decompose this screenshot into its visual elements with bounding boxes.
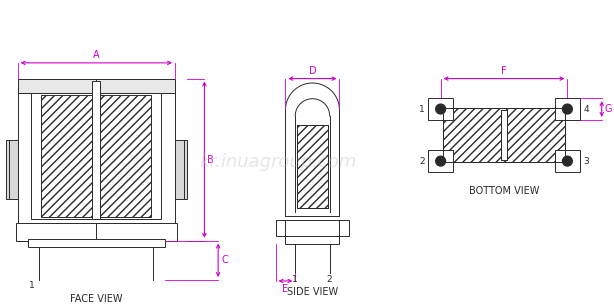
Text: kr.inuagroup.com: kr.inuagroup.com	[200, 153, 357, 171]
Bar	[41, 95, 92, 217]
Text: C: C	[221, 255, 228, 265]
Text: FACE VIEW: FACE VIEW	[70, 294, 123, 304]
Text: G: G	[605, 104, 612, 114]
Bar	[554, 98, 580, 120]
Bar	[443, 108, 565, 162]
Bar	[501, 110, 507, 160]
Bar	[297, 125, 328, 208]
Circle shape	[562, 156, 572, 166]
Bar	[297, 125, 328, 208]
Text: 1: 1	[29, 281, 34, 290]
Bar	[100, 95, 151, 217]
Bar	[443, 108, 565, 162]
Bar	[16, 223, 177, 241]
Bar	[28, 239, 165, 246]
Text: D: D	[309, 66, 316, 76]
Text: 2: 2	[327, 275, 332, 284]
Text: F: F	[501, 66, 507, 76]
Bar	[18, 79, 175, 93]
Text: SIDE VIEW: SIDE VIEW	[287, 287, 338, 297]
Text: 4: 4	[583, 105, 589, 113]
Circle shape	[436, 156, 446, 166]
Text: 3: 3	[583, 156, 589, 166]
Bar	[554, 150, 580, 172]
Bar	[276, 220, 349, 236]
Bar	[175, 140, 187, 199]
Bar	[286, 236, 340, 244]
Text: A: A	[93, 50, 99, 60]
Bar	[428, 98, 453, 120]
Text: E: E	[282, 284, 289, 294]
Text: BOTTOM VIEW: BOTTOM VIEW	[469, 186, 539, 196]
Bar	[6, 140, 18, 199]
Bar	[31, 93, 161, 219]
Bar	[18, 79, 175, 241]
Bar	[428, 150, 453, 172]
Text: 2: 2	[419, 156, 425, 166]
Text: 1: 1	[419, 105, 425, 113]
Text: B: B	[208, 155, 214, 165]
Bar	[92, 81, 100, 219]
Circle shape	[562, 104, 572, 114]
Circle shape	[436, 104, 446, 114]
Text: 1: 1	[292, 275, 298, 284]
